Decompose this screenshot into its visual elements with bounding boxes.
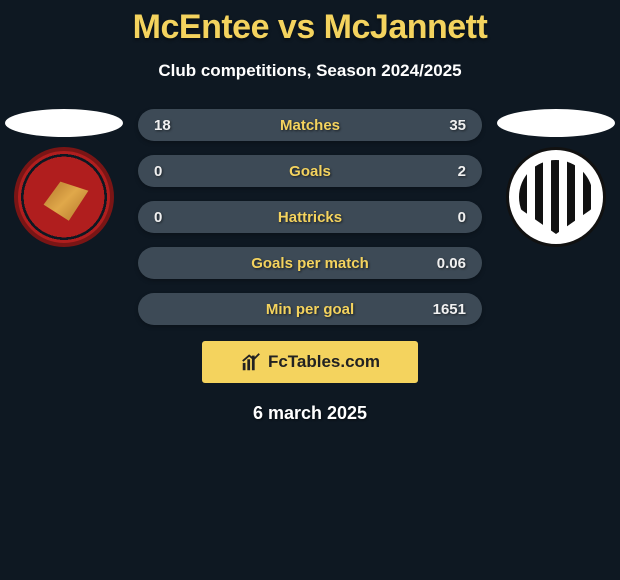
stat-bar-goals: 0 Goals 2: [138, 155, 482, 187]
stat-right-value: 2: [458, 163, 466, 180]
stat-right-value: 0: [458, 209, 466, 226]
stat-label: Goals: [289, 163, 331, 180]
right-team-column: [496, 109, 616, 247]
stat-label: Hattricks: [278, 209, 342, 226]
stat-label: Matches: [280, 117, 340, 134]
stats-column: 18 Matches 35 0 Goals 2 0 Hattricks 0 Go…: [138, 109, 482, 325]
left-ellipse-shadow: [5, 109, 123, 137]
right-team-crest: [506, 147, 606, 247]
comparison-card: McEntee vs McJannett Club competitions, …: [0, 0, 620, 424]
page-title: McEntee vs McJannett: [0, 8, 620, 47]
left-team-crest: [14, 147, 114, 247]
stat-label: Goals per match: [251, 255, 369, 272]
main-row: 18 Matches 35 0 Goals 2 0 Hattricks 0 Go…: [0, 109, 620, 325]
attribution-text: FcTables.com: [268, 352, 380, 372]
stat-left-value: 0: [154, 163, 162, 180]
stat-bar-goals-per-match: Goals per match 0.06: [138, 247, 482, 279]
stat-bar-min-per-goal: Min per goal 1651: [138, 293, 482, 325]
date-label: 6 march 2025: [0, 403, 620, 424]
stat-right-value: 1651: [433, 301, 466, 318]
stat-bar-hattricks: 0 Hattricks 0: [138, 201, 482, 233]
chart-icon: [240, 351, 262, 373]
right-ellipse-shadow: [497, 109, 615, 137]
stat-left-value: 18: [154, 117, 171, 134]
stat-right-value: 0.06: [437, 255, 466, 272]
subtitle: Club competitions, Season 2024/2025: [0, 61, 620, 81]
stat-label: Min per goal: [266, 301, 354, 318]
left-team-column: [4, 109, 124, 247]
stat-right-value: 35: [449, 117, 466, 134]
stat-bar-matches: 18 Matches 35: [138, 109, 482, 141]
stat-left-value: 0: [154, 209, 162, 226]
attribution-badge[interactable]: FcTables.com: [202, 341, 418, 383]
